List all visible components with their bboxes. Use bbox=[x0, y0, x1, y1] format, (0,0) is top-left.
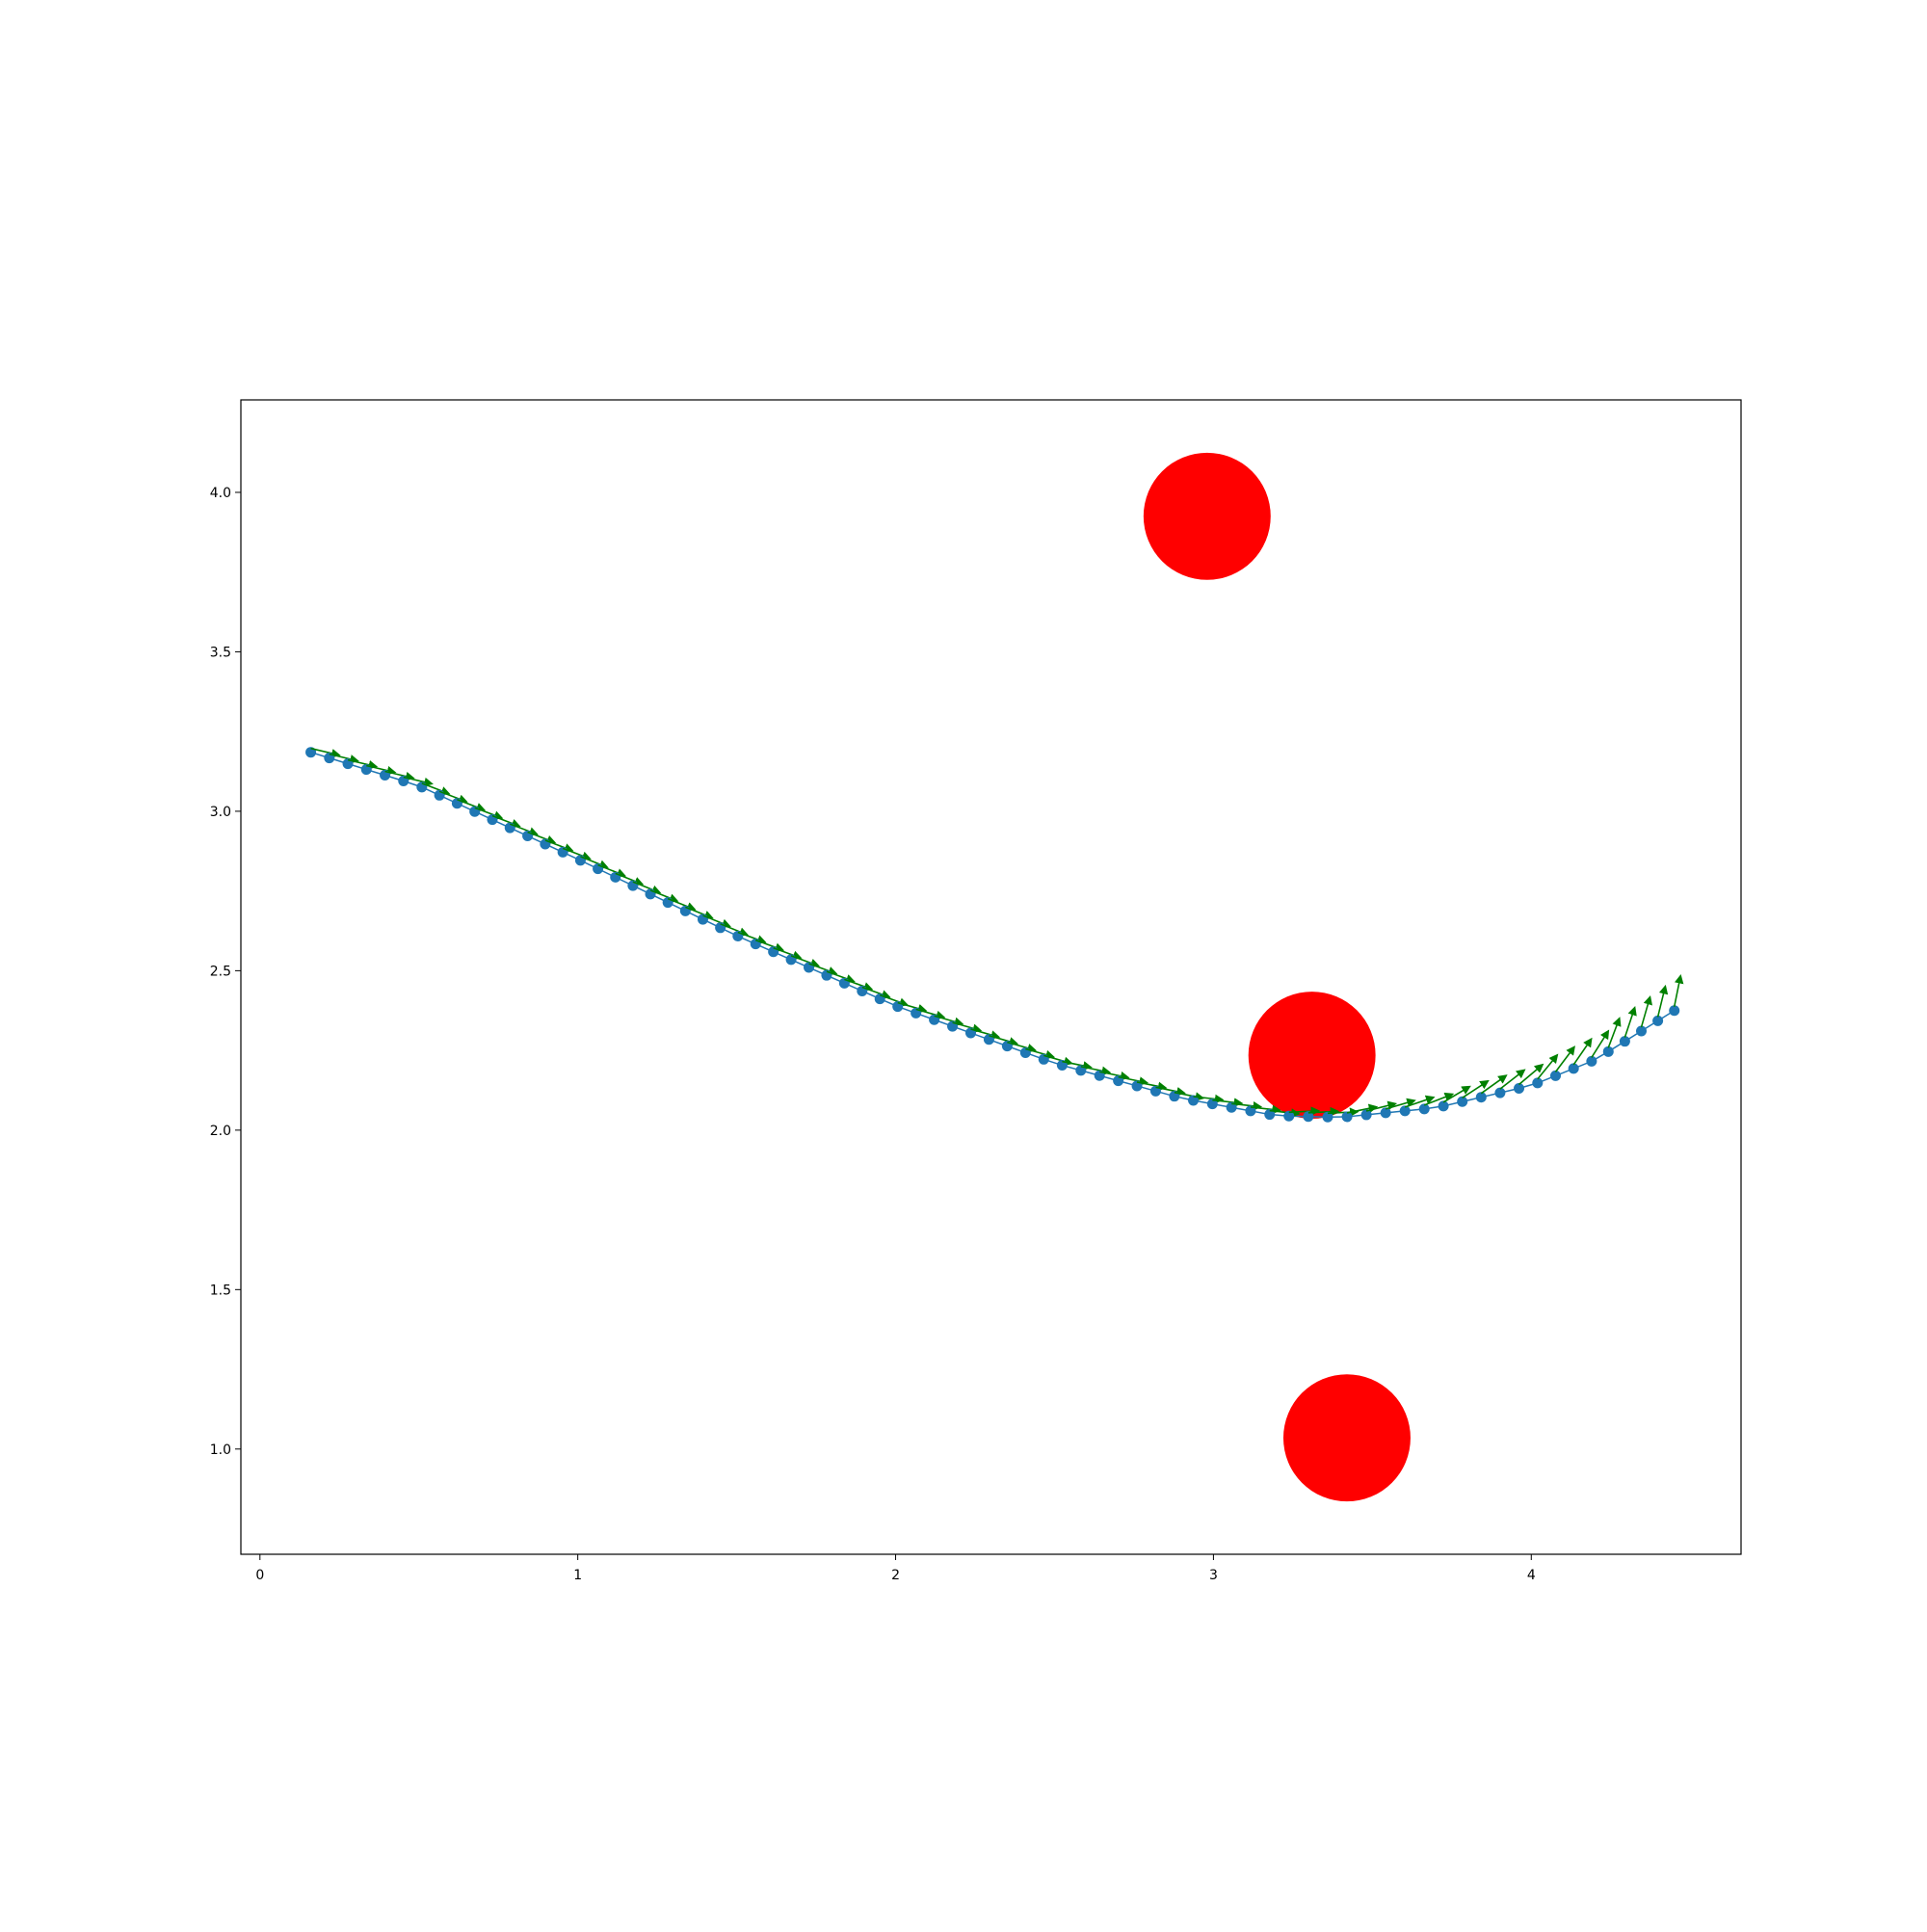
heading-arrow bbox=[1099, 1071, 1130, 1081]
trajectory-point bbox=[1602, 1045, 1614, 1057]
heading-arrow bbox=[1385, 1098, 1416, 1110]
obstacles-layer bbox=[1143, 452, 1411, 1502]
trajectory-point bbox=[1438, 1100, 1449, 1112]
trajectory-point bbox=[1226, 1101, 1237, 1113]
heading-arrow bbox=[1499, 1069, 1526, 1090]
heading-arrow bbox=[366, 764, 397, 776]
heading-arrow bbox=[403, 776, 434, 787]
plot-area-frame bbox=[240, 399, 1742, 1555]
x-tick-label: 2 bbox=[891, 1568, 900, 1583]
heading-arrow bbox=[1656, 984, 1669, 1018]
trajectory-point bbox=[1206, 1098, 1218, 1110]
heading-arrow bbox=[1607, 1017, 1622, 1048]
trajectory-point bbox=[1303, 1111, 1314, 1123]
x-tick-label: 4 bbox=[1527, 1568, 1536, 1583]
trajectory-point bbox=[1360, 1109, 1372, 1121]
heading-arrow bbox=[1480, 1074, 1508, 1095]
trajectory-point bbox=[1549, 1070, 1561, 1081]
heading-arrow bbox=[1404, 1095, 1436, 1108]
y-tick-label: 1.5 bbox=[210, 1283, 231, 1298]
y-tick-label: 3.5 bbox=[210, 645, 231, 660]
heading-arrow bbox=[1062, 1060, 1093, 1071]
heading-arrow bbox=[1518, 1063, 1544, 1086]
trajectory-point bbox=[1245, 1105, 1256, 1117]
trajectory-point bbox=[1322, 1111, 1333, 1123]
obstacle-circle bbox=[1282, 1374, 1411, 1502]
heading-arrow bbox=[1673, 973, 1684, 1007]
heading-arrow bbox=[1442, 1085, 1471, 1103]
heading-arrow bbox=[1288, 1106, 1321, 1116]
trajectory-point bbox=[1514, 1083, 1525, 1095]
heading-arrow bbox=[1250, 1104, 1281, 1115]
heading-arrow bbox=[1423, 1092, 1455, 1106]
y-tick-label: 2.0 bbox=[210, 1124, 231, 1139]
heading-arrow bbox=[1554, 1045, 1575, 1072]
trajectory-point bbox=[1457, 1096, 1468, 1107]
heading-arrow bbox=[1212, 1098, 1244, 1107]
trajectory-layer bbox=[305, 747, 1684, 1123]
trajectory-point bbox=[1652, 1015, 1664, 1026]
trajectory-point bbox=[1418, 1103, 1430, 1115]
trajectory-point bbox=[1532, 1077, 1544, 1089]
y-tick-label: 1.0 bbox=[210, 1442, 231, 1458]
obstacle-circle bbox=[1248, 992, 1376, 1120]
trajectory-point bbox=[1264, 1109, 1276, 1121]
trajectory-point bbox=[1586, 1055, 1597, 1067]
trajectory-point bbox=[1341, 1111, 1353, 1123]
heading-arrow bbox=[1537, 1053, 1559, 1080]
trajectory-point bbox=[1399, 1105, 1411, 1117]
heading-arrow bbox=[1462, 1079, 1490, 1098]
trajectory-point bbox=[1636, 1025, 1648, 1037]
heading-arrow bbox=[1155, 1086, 1186, 1097]
trajectory-point bbox=[1619, 1036, 1630, 1047]
heading-arrow bbox=[1572, 1037, 1593, 1066]
heading-arrow bbox=[1231, 1100, 1263, 1111]
trajectory-point bbox=[1494, 1087, 1506, 1098]
trajectory-point bbox=[1380, 1107, 1391, 1119]
trajectory-line bbox=[310, 751, 1676, 1119]
x-tick-label: 0 bbox=[255, 1568, 264, 1583]
heading-arrow bbox=[329, 753, 359, 764]
x-tick-label: 1 bbox=[573, 1568, 582, 1583]
obstacle-circle bbox=[1143, 452, 1271, 580]
heading-arrow bbox=[310, 747, 341, 758]
trajectory-point bbox=[1188, 1095, 1200, 1106]
heading-arrow bbox=[1591, 1029, 1610, 1058]
heading-arrow bbox=[384, 770, 415, 781]
ticks-layer: 0 1 2 3 4 1.0 1.5 2.0 2.5 3.0 3.5 4.0 bbox=[210, 486, 1536, 1583]
heading-arrow bbox=[1307, 1106, 1340, 1117]
trajectory-point bbox=[1669, 1005, 1680, 1017]
trajectory-point bbox=[1283, 1110, 1295, 1122]
heading-arrow bbox=[1365, 1100, 1398, 1112]
heading-arrow bbox=[1623, 1006, 1637, 1038]
heading-arrow bbox=[1193, 1094, 1225, 1104]
heading-arrow bbox=[1136, 1081, 1168, 1092]
heading-arrow bbox=[1346, 1103, 1379, 1114]
y-tick-label: 4.0 bbox=[210, 486, 231, 501]
heading-arrow bbox=[1080, 1066, 1112, 1076]
y-tick-label: 2.5 bbox=[210, 964, 231, 979]
trajectory-point bbox=[1475, 1092, 1487, 1103]
y-tick-label: 3.0 bbox=[210, 805, 231, 820]
heading-arrow bbox=[1118, 1075, 1149, 1086]
x-tick-label: 3 bbox=[1209, 1568, 1218, 1583]
trajectory-point bbox=[1568, 1063, 1579, 1074]
heading-arrow bbox=[347, 758, 379, 770]
heading-arrow bbox=[1640, 994, 1652, 1028]
